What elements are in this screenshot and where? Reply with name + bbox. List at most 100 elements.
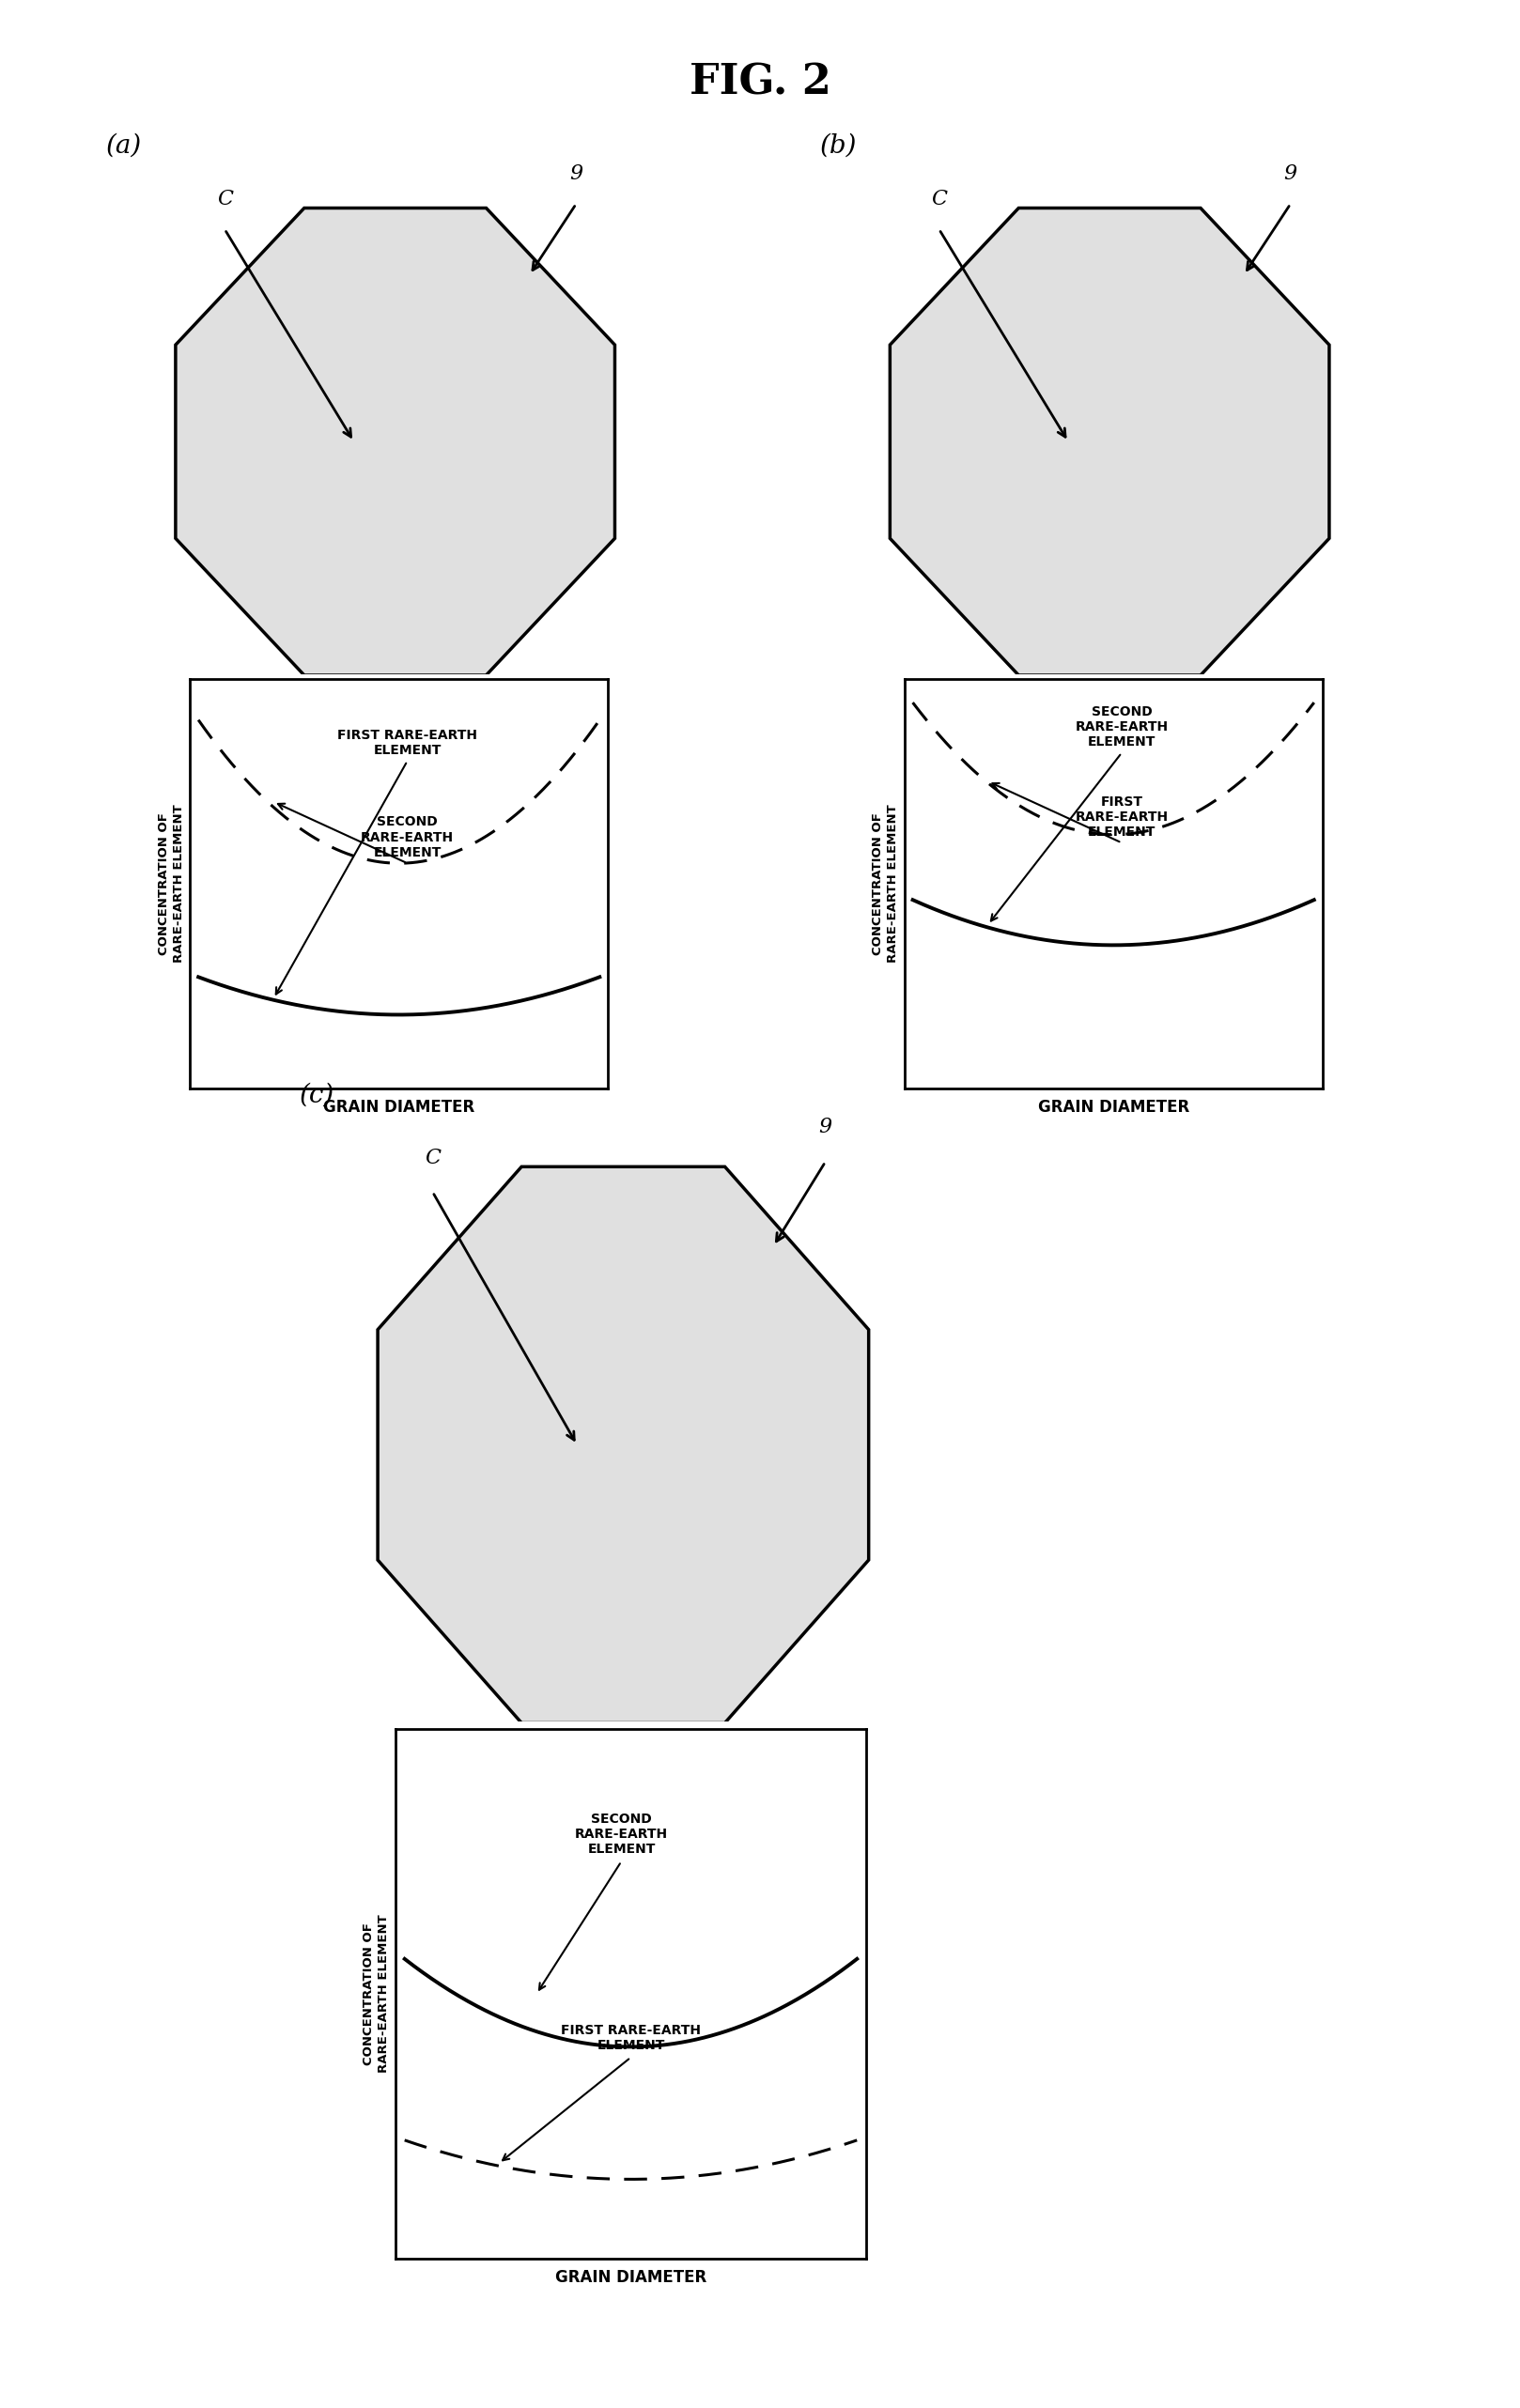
Polygon shape [898,217,1321,667]
Text: FIG. 2: FIG. 2 [689,63,831,104]
Polygon shape [225,260,565,624]
Polygon shape [497,1303,749,1587]
Polygon shape [590,1406,657,1483]
Polygon shape [233,270,558,614]
Polygon shape [1021,349,1198,535]
X-axis label: GRAIN DIAMETER: GRAIN DIAMETER [555,2268,707,2285]
Polygon shape [211,246,579,638]
Polygon shape [374,419,416,465]
Polygon shape [1005,330,1214,551]
Polygon shape [997,323,1222,561]
Polygon shape [1090,421,1129,462]
Polygon shape [421,1216,825,1674]
Polygon shape [345,390,445,494]
Polygon shape [204,238,587,645]
Polygon shape [371,414,420,467]
Polygon shape [307,349,483,535]
Polygon shape [918,238,1301,645]
Polygon shape [1041,368,1178,515]
Polygon shape [1059,390,1160,494]
Polygon shape [1052,380,1167,503]
Polygon shape [231,267,559,616]
Text: 9: 9 [1284,164,1297,183]
Text: SECOND
RARE-EARTH
ELEMENT: SECOND RARE-EARTH ELEMENT [575,1813,667,1857]
Polygon shape [385,431,406,453]
Polygon shape [983,308,1236,576]
Polygon shape [605,1423,641,1466]
Polygon shape [290,330,500,551]
Polygon shape [540,1351,707,1539]
Polygon shape [479,1281,768,1609]
Polygon shape [222,258,568,626]
Polygon shape [587,1404,660,1486]
Polygon shape [578,1392,669,1498]
Polygon shape [242,277,549,604]
Polygon shape [967,289,1252,592]
Polygon shape [190,222,600,660]
Polygon shape [275,313,515,571]
Polygon shape [451,1250,795,1640]
Polygon shape [1093,424,1126,460]
Polygon shape [974,299,1245,585]
Polygon shape [344,385,447,496]
Polygon shape [953,275,1266,609]
Polygon shape [485,1288,762,1601]
Polygon shape [565,1380,681,1510]
Text: FIRST RARE-EARTH
ELEMENT: FIRST RARE-EARTH ELEMENT [337,730,477,756]
Polygon shape [192,226,599,657]
Polygon shape [562,1375,684,1515]
Polygon shape [365,409,426,474]
Polygon shape [252,289,538,592]
Polygon shape [214,248,576,633]
Polygon shape [936,258,1283,626]
Polygon shape [236,272,555,612]
Polygon shape [348,393,442,491]
Text: FIRST RARE-EARTH
ELEMENT: FIRST RARE-EARTH ELEMENT [561,2023,701,2052]
Polygon shape [181,214,610,669]
Polygon shape [929,248,1290,633]
Polygon shape [330,371,461,513]
Text: C: C [217,188,233,209]
Polygon shape [550,1361,696,1529]
Polygon shape [198,231,593,653]
Polygon shape [964,287,1256,597]
Polygon shape [378,424,412,460]
Polygon shape [906,226,1313,657]
Polygon shape [195,229,596,655]
Polygon shape [518,1327,728,1563]
Polygon shape [596,1413,651,1476]
Polygon shape [403,1194,844,1695]
Polygon shape [263,301,527,583]
Text: (a): (a) [106,132,141,159]
Polygon shape [950,272,1269,612]
Polygon shape [509,1317,737,1572]
Polygon shape [527,1336,719,1553]
Text: (c): (c) [299,1081,334,1108]
Polygon shape [439,1235,807,1654]
Polygon shape [337,380,453,503]
Polygon shape [1018,344,1201,537]
Polygon shape [1066,395,1154,489]
Polygon shape [340,383,450,501]
Polygon shape [187,219,603,665]
Polygon shape [458,1257,789,1633]
Polygon shape [602,1421,644,1469]
Polygon shape [1099,431,1120,453]
Polygon shape [1014,340,1205,544]
Polygon shape [1046,376,1173,508]
Polygon shape [260,299,530,585]
Polygon shape [360,405,430,479]
Polygon shape [521,1329,725,1560]
Text: 9: 9 [819,1117,831,1139]
Polygon shape [1003,327,1216,556]
Polygon shape [572,1385,675,1505]
Polygon shape [1008,335,1211,549]
Polygon shape [1038,366,1181,518]
Polygon shape [385,1173,862,1717]
Polygon shape [614,1435,632,1454]
Polygon shape [1035,364,1184,520]
Polygon shape [515,1322,731,1568]
Polygon shape [491,1296,755,1594]
Polygon shape [392,438,398,445]
Polygon shape [991,315,1228,568]
